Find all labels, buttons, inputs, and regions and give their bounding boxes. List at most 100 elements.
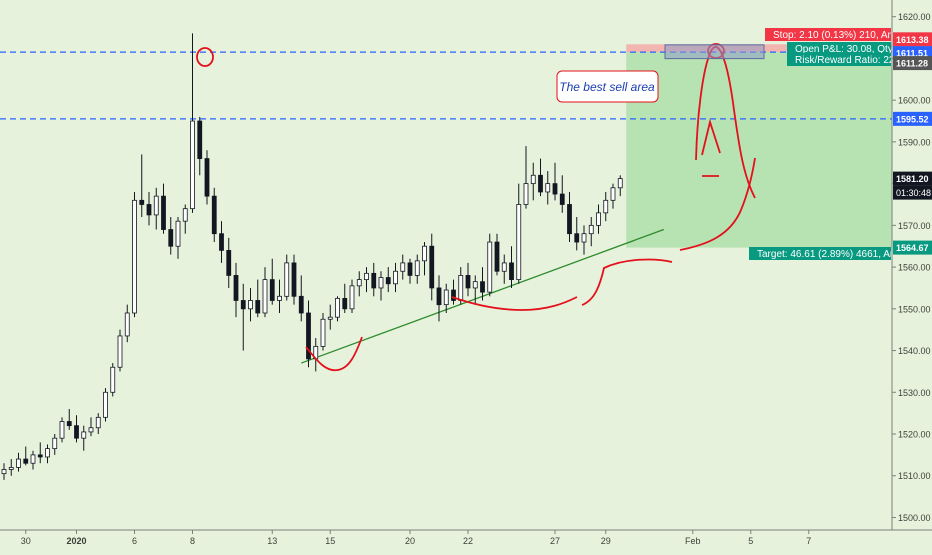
candle[interactable] <box>88 417 94 437</box>
candle[interactable] <box>451 279 456 305</box>
candle[interactable] <box>371 262 377 297</box>
candle[interactable] <box>356 271 362 297</box>
candle[interactable] <box>103 388 108 422</box>
candle[interactable] <box>610 183 616 209</box>
candle[interactable] <box>124 304 130 343</box>
candle-body <box>342 297 348 310</box>
candle[interactable] <box>298 275 304 322</box>
candle[interactable] <box>393 262 398 293</box>
candle[interactable] <box>335 296 340 322</box>
candle[interactable] <box>161 183 166 234</box>
candle[interactable] <box>407 258 413 284</box>
candle[interactable] <box>153 187 159 230</box>
candle[interactable] <box>146 191 152 226</box>
candle[interactable] <box>465 262 471 297</box>
candle[interactable] <box>277 279 282 313</box>
candle[interactable] <box>349 279 355 313</box>
candle[interactable] <box>211 187 217 243</box>
candle[interactable] <box>233 262 239 318</box>
candle[interactable] <box>494 233 500 276</box>
candle-body <box>255 300 261 314</box>
candle[interactable] <box>603 191 609 222</box>
candle[interactable] <box>574 217 580 251</box>
annotation-callout[interactable]: The best sell area <box>556 70 659 103</box>
candle[interactable] <box>190 33 195 213</box>
price-label-1564.67: 1564.67 <box>893 240 932 255</box>
x-tick-label: 22 <box>463 536 473 546</box>
candle[interactable] <box>545 171 551 205</box>
candle[interactable] <box>320 312 326 351</box>
candle[interactable] <box>139 154 145 218</box>
candle[interactable] <box>269 258 275 305</box>
candle[interactable] <box>255 279 261 318</box>
candle[interactable] <box>81 425 87 451</box>
candle[interactable] <box>197 116 203 176</box>
candle[interactable] <box>248 287 253 322</box>
candle[interactable] <box>284 254 290 301</box>
candle[interactable] <box>559 175 565 213</box>
candle[interactable] <box>74 415 79 443</box>
candle[interactable] <box>175 217 181 259</box>
candle[interactable] <box>306 300 311 368</box>
candle-body <box>349 285 355 310</box>
candle[interactable] <box>414 254 420 284</box>
candle[interactable] <box>422 242 427 276</box>
candle[interactable] <box>110 363 116 397</box>
candle-body <box>581 233 587 243</box>
short-position-tool[interactable]: Stop: 2.10 (0.13%) 210, Amo Open P&L: 30.… <box>664 28 904 260</box>
candle[interactable] <box>30 450 36 470</box>
candle[interactable] <box>8 459 14 476</box>
candle[interactable] <box>523 146 529 209</box>
candle[interactable] <box>95 413 101 435</box>
candle-body <box>110 366 116 393</box>
candle[interactable] <box>240 283 246 351</box>
candle[interactable] <box>509 246 514 288</box>
candle[interactable] <box>443 283 449 313</box>
time-axis[interactable]: 30 2020 6 8 13 15 20 22 27 29 Feb 5 7 <box>0 529 932 546</box>
candle[interactable] <box>472 275 478 305</box>
candle-body <box>494 241 500 272</box>
candle[interactable] <box>52 434 58 455</box>
candle[interactable] <box>182 204 188 234</box>
candle[interactable] <box>530 162 536 201</box>
candle[interactable] <box>117 329 123 372</box>
candle[interactable] <box>617 175 623 197</box>
candle[interactable] <box>23 446 29 466</box>
candle[interactable] <box>581 225 587 255</box>
candle[interactable] <box>385 267 391 293</box>
price-axis[interactable]: 1500.00 1510.00 1520.00 1530.00 1540.00 1550.… <box>891 0 932 550</box>
candle[interactable] <box>552 162 558 201</box>
candle[interactable] <box>327 304 333 330</box>
candle[interactable] <box>45 444 50 464</box>
candle[interactable] <box>219 221 224 263</box>
candle[interactable] <box>262 267 268 318</box>
candle[interactable] <box>487 233 493 297</box>
candle[interactable] <box>59 417 65 443</box>
candle[interactable] <box>596 204 601 234</box>
candle[interactable] <box>436 275 442 322</box>
position-entry-box[interactable] <box>664 44 765 60</box>
candle[interactable] <box>364 267 369 293</box>
candle[interactable] <box>168 217 174 255</box>
x-tick-label: 7 <box>806 536 811 546</box>
candle[interactable] <box>378 271 384 301</box>
candle[interactable] <box>1 463 7 480</box>
candle[interactable] <box>226 237 232 288</box>
candle[interactable] <box>342 283 348 313</box>
candle[interactable] <box>429 233 435 301</box>
candle[interactable] <box>66 408 72 430</box>
candle[interactable] <box>480 267 485 301</box>
candle[interactable] <box>538 158 543 197</box>
candle[interactable] <box>16 452 21 472</box>
candle[interactable] <box>132 191 137 318</box>
candle[interactable] <box>291 254 297 305</box>
candle[interactable] <box>516 183 522 284</box>
candle[interactable] <box>588 217 594 247</box>
candle[interactable] <box>567 191 572 243</box>
candle[interactable] <box>204 150 210 205</box>
candle[interactable] <box>37 442 43 464</box>
candle[interactable] <box>400 254 406 280</box>
candle[interactable] <box>501 254 507 284</box>
